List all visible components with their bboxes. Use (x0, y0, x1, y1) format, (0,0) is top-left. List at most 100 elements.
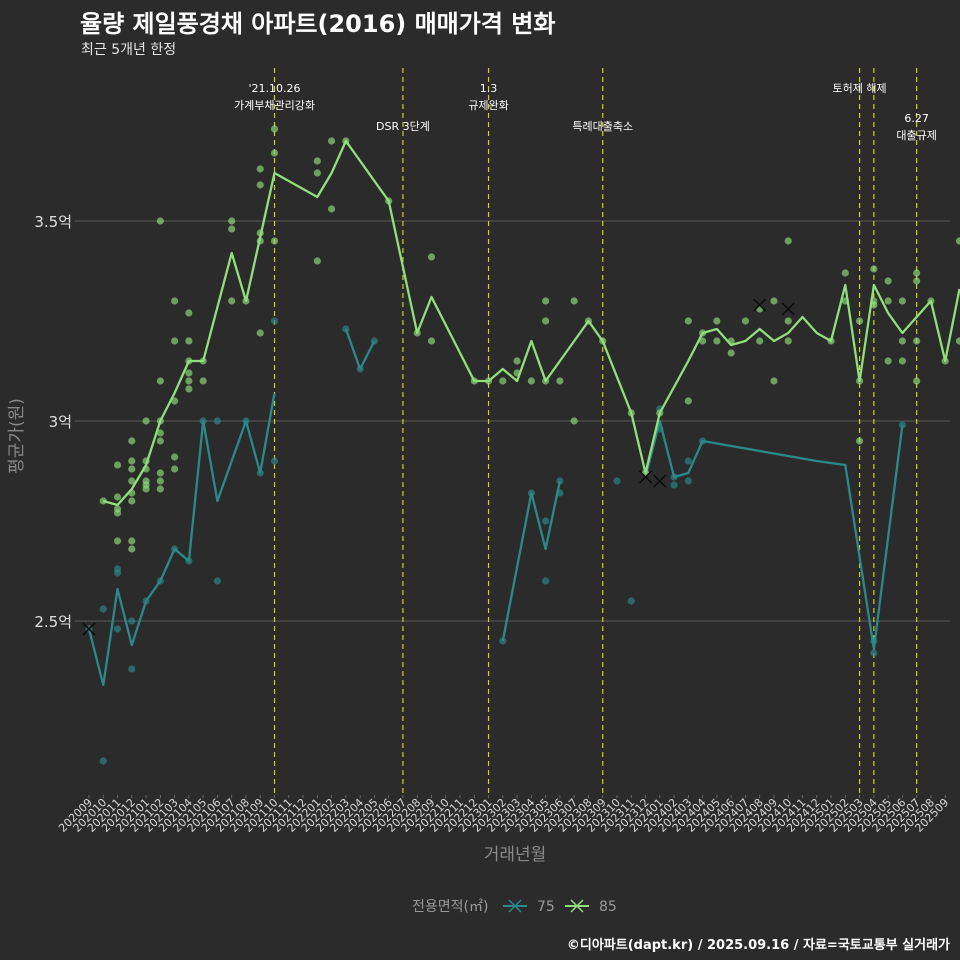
data-point-85 (313, 157, 321, 165)
x-marker-85 (753, 298, 767, 312)
data-point-85 (228, 225, 236, 233)
event-label: 규제완화 (468, 99, 508, 112)
data-point-85 (228, 297, 236, 305)
data-point-75 (556, 477, 564, 485)
data-point-85 (142, 417, 150, 425)
data-point-85 (913, 269, 921, 277)
event-label: 1.3 (480, 82, 498, 95)
data-point-85 (256, 329, 264, 337)
data-point-85 (327, 137, 336, 145)
data-point-85 (955, 337, 960, 345)
event-label: 대출규제 (896, 129, 936, 142)
data-point-75 (270, 457, 279, 465)
data-point-85 (171, 297, 179, 305)
data-point-75 (684, 477, 692, 485)
x-marker-75 (653, 474, 667, 488)
axis-layer: 2.5억3억3.5억202009202010202011202012202101… (34, 213, 951, 835)
series-85 (99, 125, 960, 553)
event-label: 가계부채관리강화 (234, 99, 315, 112)
data-point-75 (684, 457, 692, 465)
data-point-85 (128, 497, 136, 505)
data-point-85 (784, 317, 792, 325)
x-marker-75 (82, 622, 96, 636)
event-label: 특례대출축소 (572, 120, 633, 133)
series-line-75 (87, 392, 276, 687)
data-point-85 (713, 337, 721, 345)
data-point-85 (113, 509, 122, 517)
data-point-85 (884, 277, 892, 285)
data-point-85 (113, 537, 122, 545)
data-point-85 (313, 169, 321, 177)
data-point-75 (870, 649, 878, 657)
data-point-85 (427, 253, 436, 261)
data-point-75 (627, 597, 635, 605)
data-point-85 (556, 377, 564, 385)
data-point-75 (670, 481, 678, 489)
x-marker-85 (781, 302, 795, 316)
event-label: 6.27 (904, 112, 929, 125)
data-point-75 (213, 577, 222, 585)
data-point-85 (171, 465, 179, 473)
event-label: 토허제 해제 (833, 81, 887, 95)
data-point-75 (128, 665, 136, 673)
legend-title: 전용면적(㎡) (412, 899, 488, 915)
data-point-85 (99, 497, 107, 505)
data-point-85 (855, 437, 864, 445)
data-point-85 (156, 437, 164, 445)
data-point-75 (99, 605, 107, 613)
legend-label-85: 85 (599, 899, 617, 915)
data-point-85 (570, 297, 578, 305)
data-point-75 (213, 417, 222, 425)
legend: 전용면적(㎡) 75 85 (412, 899, 617, 915)
data-point-75 (542, 517, 550, 525)
series-line-75 (644, 419, 904, 651)
data-point-85 (256, 165, 264, 173)
data-point-75 (613, 477, 621, 485)
data-point-75 (270, 317, 279, 325)
x-axis-label: 거래년월 (484, 845, 547, 865)
data-point-85 (570, 417, 578, 425)
data-point-85 (513, 357, 521, 365)
data-point-85 (913, 337, 921, 345)
legend-key-cross-85 (570, 899, 584, 913)
y-tick-label: 3억 (49, 413, 72, 431)
series-layer (82, 125, 960, 765)
data-point-85 (913, 277, 921, 285)
data-point-85 (898, 297, 906, 305)
data-point-85 (784, 237, 792, 245)
data-point-85 (128, 437, 136, 445)
data-point-85 (171, 453, 179, 461)
data-point-85 (128, 537, 136, 545)
chart-title: 율량 제일풍경채 아파트(2016) 매매가격 변화 (80, 10, 556, 38)
data-point-85 (185, 337, 193, 345)
data-point-85 (784, 337, 792, 345)
data-point-75 (113, 565, 122, 573)
data-point-85 (898, 337, 906, 345)
data-point-85 (870, 265, 878, 273)
legend-item-75: 75 (503, 899, 555, 915)
data-point-85 (156, 477, 164, 485)
data-point-85 (199, 377, 207, 385)
data-point-75 (99, 757, 107, 765)
y-tick-label: 2.5억 (34, 613, 72, 631)
data-point-85 (156, 377, 164, 385)
series-75 (82, 317, 906, 765)
data-point-85 (898, 357, 906, 365)
event-label: '21.10.26 (249, 82, 301, 95)
data-point-85 (913, 377, 921, 385)
data-point-85 (542, 297, 550, 305)
data-point-85 (128, 545, 136, 553)
y-axis-label: 평균가(원) (7, 398, 27, 474)
data-point-85 (171, 397, 179, 405)
source-caption: ©디아파트(dapt.kr) / 2025.09.16 / 자료=국토교통부 실… (566, 938, 950, 953)
data-point-85 (499, 377, 507, 385)
data-point-85 (171, 337, 179, 345)
y-tick-label: 3.5억 (34, 213, 72, 231)
data-point-85 (855, 317, 864, 325)
data-point-75 (542, 577, 550, 585)
data-point-85 (113, 461, 122, 469)
event-label: DSR 3단계 (376, 120, 430, 133)
series-line-85 (102, 139, 960, 507)
data-point-85 (327, 205, 336, 213)
data-point-85 (841, 269, 849, 277)
